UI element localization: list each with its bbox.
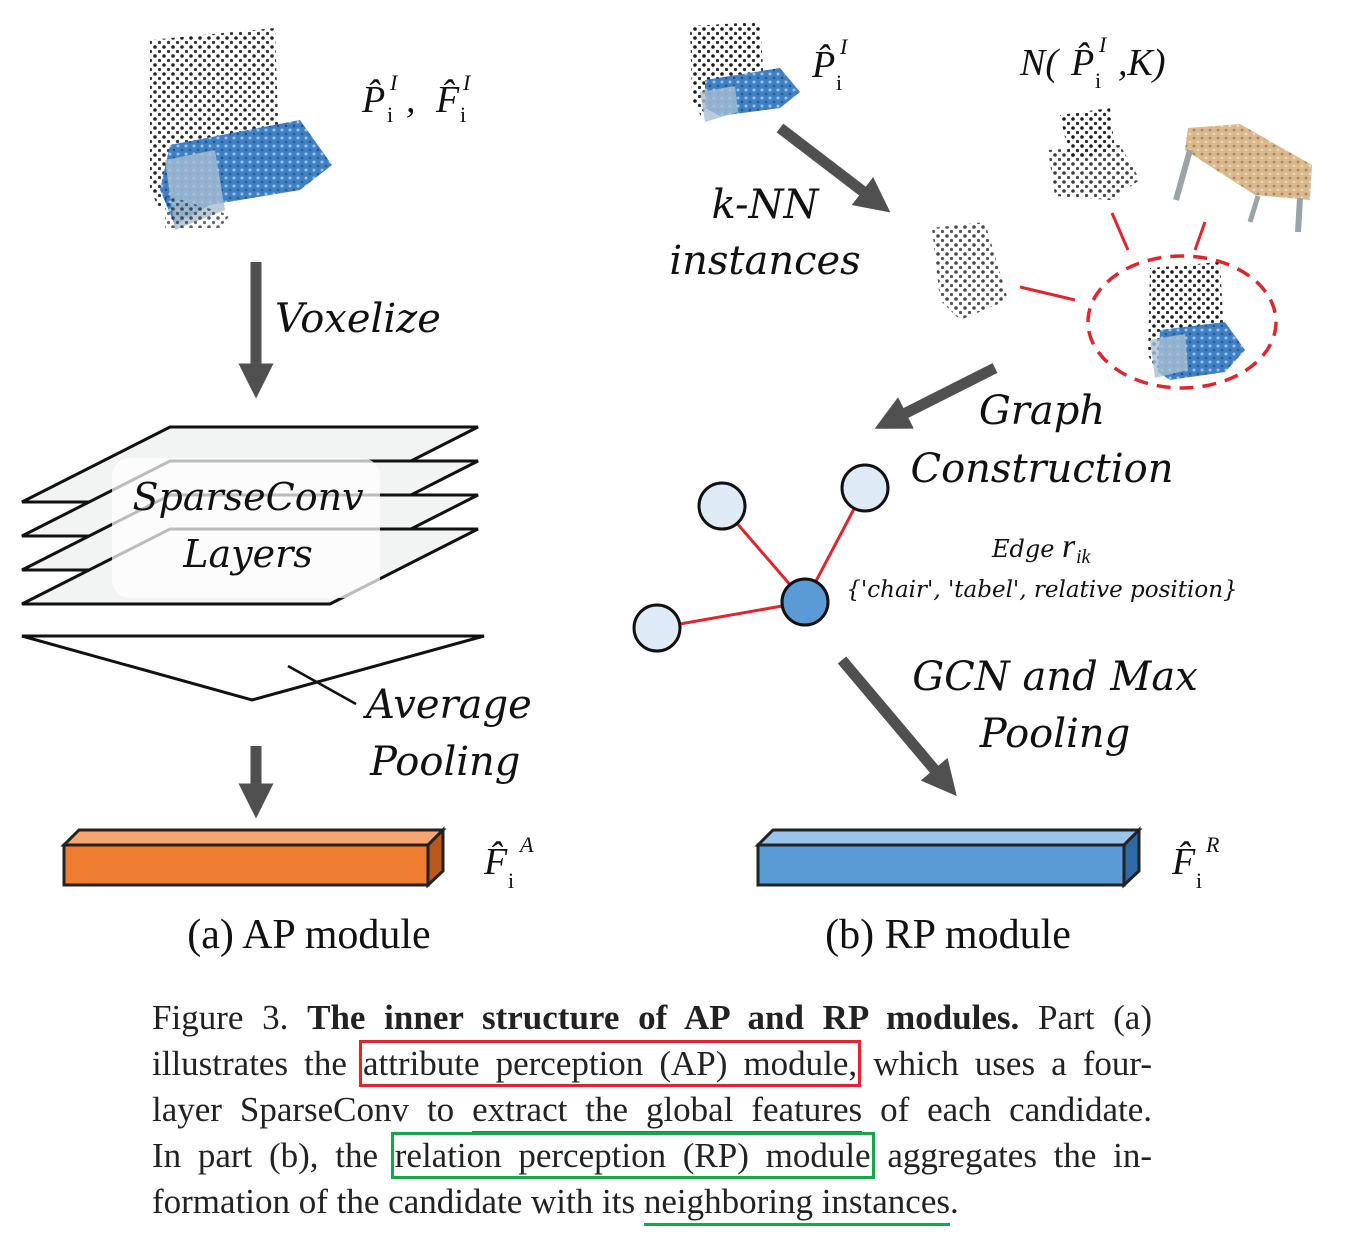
graph-node-candidate [780,577,830,627]
graph-node-neighbor-1 [697,481,747,531]
rp-input-chair-pointcloud-icon [690,22,800,122]
ap-input-f-superscript: I [462,70,472,95]
average-pooling-leader-line [287,664,357,706]
average-pooling-shape [21,634,485,702]
relation-line-table [1193,221,1207,251]
neighbors-p-superscript: I [1098,32,1108,57]
ap-input-p-superscript: I [389,70,399,95]
caption-line-1: Figure 3. The inner structure of AP and … [152,995,1152,1041]
edge-label-word: Edge [991,535,1054,563]
graph-construction-label-line2: Construction [910,446,1173,492]
knn-arrow [776,123,891,213]
ap-module: P̂ i I , F̂ i I Voxelize SparseConv Laye… [21,28,534,958]
caption-rp-module-highlight: relation perception (RP) module [390,1132,875,1179]
caption-text-8: In part (b), the [152,1136,379,1175]
voxelize-label: Voxelize [275,296,441,342]
ap-feature-bar [60,826,447,889]
average-pooling-label-line2: Pooling [369,739,520,785]
ap-input-separator: , [406,79,416,121]
gcn-label-line1: GCN and Max [912,654,1198,700]
knn-label-line1: k-NN [711,182,820,228]
rp-output-f-superscript: R [1205,832,1220,857]
graph-edge-3 [656,600,806,630]
ap-output-f-subscript: i [508,868,514,893]
caption-figure-number: Figure 3. [152,998,289,1037]
graph-node-neighbor-3 [632,603,682,653]
sparseconv-label-panel [112,458,380,598]
caption-text-4: which uses a four- [873,1044,1152,1083]
sparseconv-label-line1: SparseConv [132,475,364,519]
ap-input-p-symbol: P̂ [361,79,385,121]
ap-input-f-subscript: i [460,102,466,127]
caption-line-2: illustrates the attribute perception (AP… [152,1040,1152,1087]
edge-attributes: {'chair', 'tabel', relative position} [846,577,1237,603]
caption-line-3: layer SparseConv to extract the global f… [152,1087,1153,1134]
neighbor-chair-pointcloud-icon [1048,108,1140,200]
graph-construction-label-line1: Graph [979,388,1105,434]
caption-title: The inner structure of AP and RP modules… [307,998,1020,1037]
caption-neighboring-underline: neighboring instances [643,1182,950,1226]
caption-text-13: . [950,1182,959,1221]
caption-text-5: layer SparseConv to [152,1090,455,1129]
relation-line-chair [1110,212,1130,251]
relation-graph [632,463,890,653]
graph-construction-arrow [874,363,998,429]
knn-label-line2: instances [669,238,860,284]
ap-module-title: (a) AP module [187,912,430,958]
caption-line-5: formation of the candidate with its neig… [152,1179,1152,1226]
rp-input-p-symbol: P̂ [811,44,835,86]
caption-text-11: formation of the candidate with its [152,1182,636,1221]
caption-text-10: aggregates the in- [887,1136,1153,1175]
rp-output-f-subscript: i [1196,868,1202,893]
neighbors-p-symbol: P̂ [1070,42,1094,84]
ap-output-f-superscript: A [518,832,534,857]
candidate-chair-pointcloud-icon [1148,262,1245,380]
average-pooling-label-line1: Average [362,682,532,728]
edge-label-symbol: r [1062,528,1076,565]
ap-input-f-symbol: F̂ [435,79,460,121]
caption-text-7: of each candidate. [880,1090,1153,1129]
edge-label-subscript: ik [1076,546,1092,568]
caption-ap-module-highlight: attribute perception (AP) module, [358,1040,862,1087]
rp-input-p-superscript: I [839,34,849,59]
caption-line-4: In part (b), the relation perception (RP… [152,1132,1153,1179]
neighbors-rest: ,K) [1118,42,1166,84]
relation-line-left [1019,285,1076,302]
rp-module-title: (b) RP module [825,912,1071,958]
rp-module: P̂ i I N( P̂ i I ,K) k-NN instances [632,22,1312,958]
ap-output-f-symbol: F̂ [483,841,508,883]
neighbor-table-pointcloud-icon [1173,124,1312,233]
caption-text-1: Part (a) [1038,998,1152,1037]
neighbor-sparse-chair-pointcloud-icon [932,222,1008,320]
candidate-highlight-ellipse [1086,254,1278,390]
graph-node-neighbor-2 [840,463,890,513]
caption-global-features-underline: extract the global features [472,1090,863,1134]
rp-input-p-subscript: i [836,70,842,95]
input-chair-pointcloud-icon [150,28,332,230]
figure-caption: Figure 3. The inner structure of AP and … [152,995,1153,1226]
neighbors-p-subscript: i [1095,68,1101,93]
diagram-canvas: P̂ i I , F̂ i I Voxelize SparseConv Laye… [21,22,1312,958]
rp-output-f-symbol: F̂ [1171,841,1196,883]
caption-text-2: illustrates the [152,1044,347,1083]
ap-input-p-subscript: i [387,102,393,127]
neighbors-n-open: N( [1019,42,1060,84]
sparseconv-label-line2: Layers [182,532,313,576]
gcn-label-line2: Pooling [979,711,1130,757]
rp-feature-bar [754,826,1143,889]
gcn-arrow [837,656,957,797]
